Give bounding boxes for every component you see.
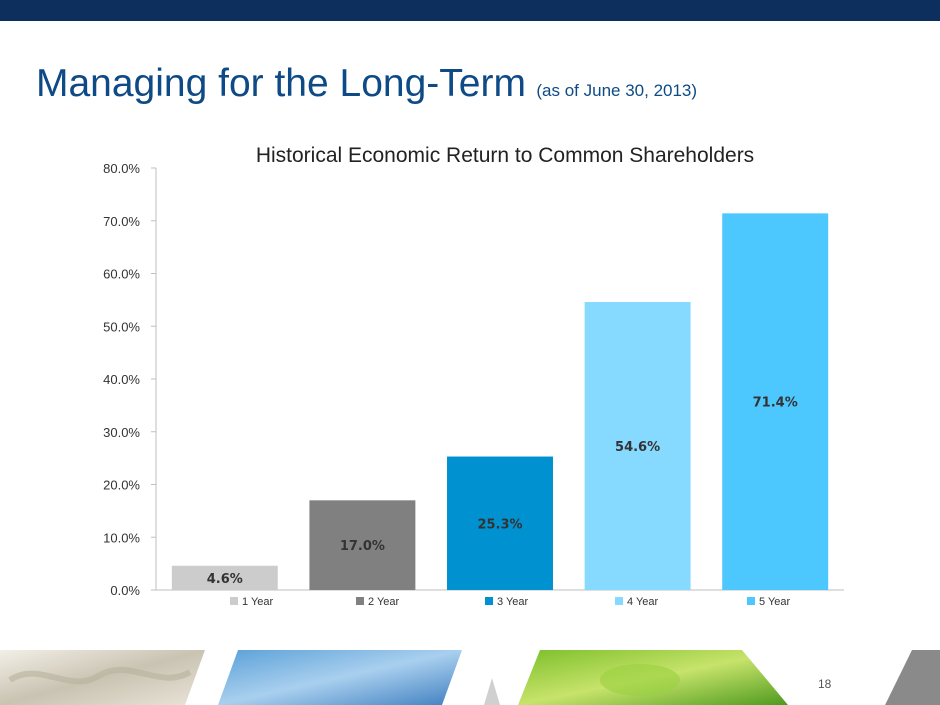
y-tick-label: 60.0% — [103, 267, 140, 282]
gray-triangle-icon — [484, 678, 500, 705]
data-label-5: 71.4% — [753, 396, 798, 411]
bar-chart: Historical Economic Return to Common Sha… — [103, 144, 844, 608]
bar-4 — [584, 301, 691, 590]
legend: 1 Year 2 Year 3 Year 4 Year 5 Year — [230, 596, 791, 608]
title-text: Managing for the Long-Term — [36, 62, 526, 105]
legend-label-4: 4 Year — [627, 596, 659, 608]
legend-swatch-4 — [615, 597, 623, 605]
bar-1 — [171, 565, 278, 590]
bars — [171, 213, 829, 590]
bar-3 — [447, 456, 553, 590]
data-label-2: 17.0% — [340, 539, 385, 554]
y-tick-label: 50.0% — [103, 319, 140, 334]
y-tick-label: 40.0% — [103, 372, 140, 387]
chart-title: Historical Economic Return to Common Sha… — [256, 144, 754, 167]
y-tick-label: 0.0% — [110, 583, 140, 598]
y-ticks: 0.0% 10.0% 20.0% 30.0% 40.0% 50.0% 60.0% 70.0% 8… — [103, 161, 156, 598]
data-label-3: 25.3% — [477, 517, 522, 532]
legend-label-2: 2 Year — [368, 596, 400, 608]
rope-strand-icon — [8, 666, 192, 685]
top-banner — [0, 0, 940, 21]
slide-title: Managing for the Long-Term (as of June 3… — [36, 62, 697, 106]
sky-image — [218, 650, 462, 705]
y-tick-label: 80.0% — [103, 161, 140, 176]
rope-image — [0, 650, 205, 705]
bar-2 — [309, 500, 416, 590]
y-tick-label: 70.0% — [103, 214, 140, 229]
data-label-1: 4.6% — [207, 572, 243, 587]
y-tick-label: 20.0% — [103, 478, 140, 493]
data-labels: 4.6% 17.0% 25.3% 54.6% 71.4% — [207, 396, 798, 587]
legend-label-5: 5 Year — [759, 596, 791, 608]
legend-label-1: 1 Year — [242, 596, 274, 608]
title-date-note: (as of June 30, 2013) — [536, 81, 698, 100]
y-tick-label: 30.0% — [103, 425, 140, 440]
data-label-4: 54.6% — [615, 440, 660, 455]
leaf-shape-icon — [600, 664, 680, 696]
legend-swatch-2 — [356, 597, 364, 605]
legend-label-3: 3 Year — [497, 596, 529, 608]
legend-swatch-1 — [230, 597, 238, 605]
gray-corner-shape — [885, 650, 940, 705]
bar-5 — [722, 213, 829, 590]
legend-swatch-3 — [485, 597, 493, 605]
page-number: 18 — [818, 677, 832, 691]
legend-swatch-5 — [747, 597, 755, 605]
footer-image-strip — [0, 650, 940, 705]
y-tick-label: 10.0% — [103, 530, 140, 545]
